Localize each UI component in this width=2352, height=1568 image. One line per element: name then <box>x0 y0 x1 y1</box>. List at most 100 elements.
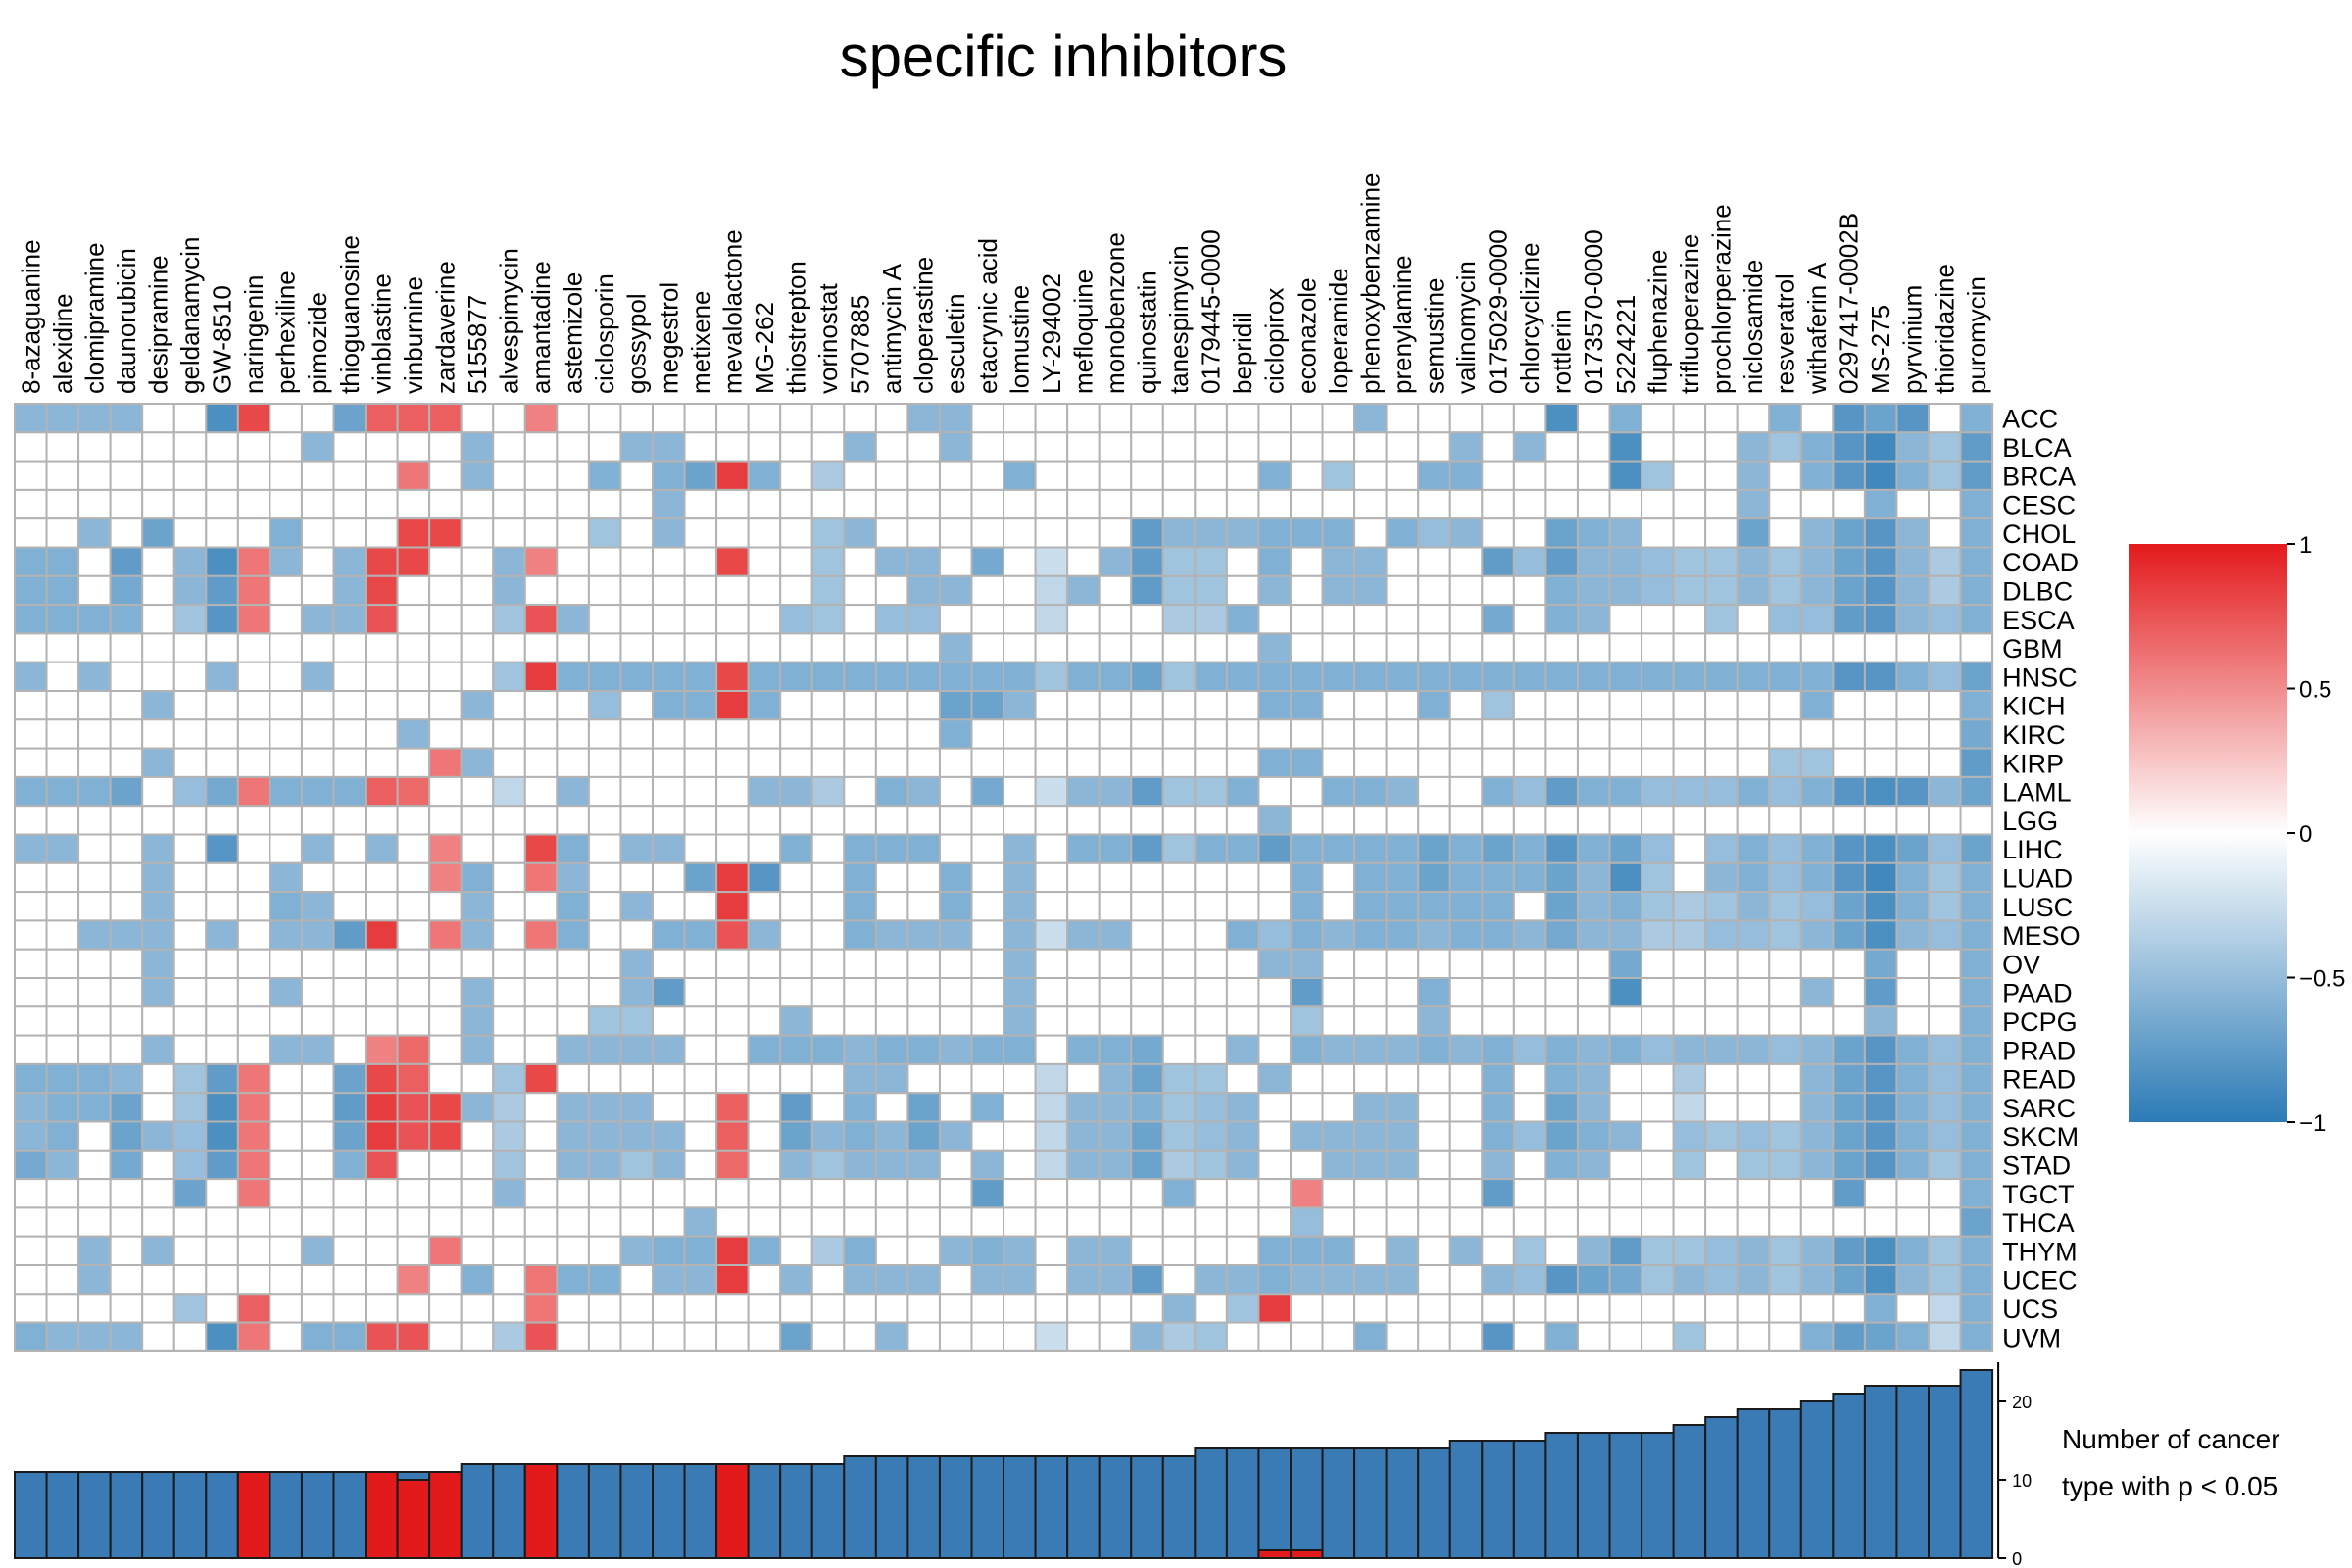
heatmap-cell <box>938 775 973 808</box>
heatmap-cell <box>1704 488 1739 520</box>
heatmap-cell <box>365 1321 399 1352</box>
heatmap-cell <box>1704 1092 1739 1123</box>
heatmap-cell <box>1290 775 1324 808</box>
heatmap-cell <box>906 546 941 577</box>
heatmap-cell <box>1194 517 1228 549</box>
heatmap-cell <box>1799 1092 1835 1123</box>
heatmap-cell <box>1832 1092 1866 1123</box>
heatmap-cell <box>938 1293 973 1324</box>
heatmap-cell <box>619 891 655 922</box>
heatmap-cell <box>332 948 368 980</box>
heatmap-cell <box>1959 1178 1994 1209</box>
heatmap-cell <box>109 718 144 750</box>
heatmap-cell <box>1704 919 1739 951</box>
heatmap-cell <box>1130 919 1164 951</box>
heatmap-cell <box>1353 1034 1388 1065</box>
cancer-label: MESO <box>2002 921 2081 951</box>
heatmap-cell <box>1257 1005 1292 1037</box>
heatmap-cell <box>652 1092 686 1123</box>
heatmap-cell <box>1321 1092 1356 1123</box>
heatmap-cell <box>1512 661 1547 693</box>
heatmap-cell <box>300 1321 335 1352</box>
heatmap-cell <box>970 1062 1005 1095</box>
heatmap-cell <box>77 661 112 693</box>
heatmap-cell <box>77 833 112 864</box>
heatmap-cell <box>492 1321 526 1352</box>
heatmap-cell <box>1672 948 1707 980</box>
heatmap-cell <box>45 431 80 463</box>
heatmap-cell <box>938 690 973 721</box>
heatmap-cell <box>1066 1293 1101 1324</box>
heatmap-cell <box>365 1092 399 1123</box>
heatmap-cell <box>970 1206 1005 1238</box>
heatmap-cell <box>14 805 48 836</box>
heatmap-cell <box>492 1149 526 1181</box>
heatmap-cell <box>556 805 590 836</box>
heatmap-cell <box>810 977 846 1008</box>
heatmap-cell <box>1034 718 1069 750</box>
heatmap-cell <box>1066 861 1101 894</box>
heatmap-cell <box>1959 747 1994 778</box>
heatmap-cell <box>1672 1120 1707 1152</box>
heatmap-cell <box>1417 805 1451 836</box>
heatmap-cell <box>1641 1293 1675 1324</box>
heatmap-cell <box>1321 1034 1356 1065</box>
heatmap-cell <box>428 718 463 750</box>
heatmap-cell <box>874 948 909 980</box>
count-bar <box>269 1471 303 1559</box>
heatmap-cell <box>300 805 335 836</box>
chart-title: specific inhibitors <box>840 24 1288 89</box>
heatmap-cell <box>1003 1293 1037 1324</box>
heatmap-cell <box>1194 1321 1228 1352</box>
heatmap-cell <box>1736 1062 1771 1095</box>
heatmap-cell <box>45 891 80 922</box>
counts-label-line2: type with p < 0.05 <box>2062 1471 2278 1501</box>
heatmap-cell <box>1353 431 1388 463</box>
heatmap-cell <box>1512 517 1547 549</box>
heatmap-cell <box>1353 1149 1388 1181</box>
heatmap-cell <box>523 1321 559 1352</box>
heatmap-cell <box>396 1005 431 1037</box>
heatmap-cell <box>109 632 144 663</box>
heatmap-cell <box>205 1178 239 1209</box>
heatmap-cell <box>906 1120 941 1152</box>
heatmap-cell <box>1928 517 1962 549</box>
heatmap-cell <box>109 1092 144 1123</box>
heatmap-cell <box>1736 718 1771 750</box>
heatmap-cell <box>1608 1293 1643 1324</box>
heatmap-cell <box>1290 891 1324 922</box>
heatmap-cell <box>619 574 655 607</box>
heatmap-cell <box>332 833 368 864</box>
heatmap-cell <box>683 977 718 1008</box>
heatmap-cell <box>1544 1005 1579 1037</box>
heatmap-cell <box>970 833 1005 864</box>
cancer-label: LUAD <box>2002 863 2073 893</box>
heatmap-cell <box>365 1293 399 1324</box>
heatmap-cell <box>874 517 909 549</box>
heatmap-cell <box>141 661 175 693</box>
heatmap-cell <box>1736 1092 1771 1123</box>
cancer-label: PRAD <box>2002 1036 2076 1065</box>
heatmap-cell <box>236 690 271 721</box>
heatmap-cell <box>1544 546 1579 577</box>
heatmap-cell <box>523 574 559 607</box>
heatmap-cell <box>1641 488 1675 520</box>
heatmap-cell <box>1481 1149 1515 1181</box>
heatmap-cell <box>1385 1034 1420 1065</box>
heatmap-cell <box>1641 833 1675 864</box>
cancer-label: BLCA <box>2002 433 2072 463</box>
heatmap-cell <box>587 661 622 693</box>
heatmap-cell <box>1576 488 1611 520</box>
heatmap-cell <box>1161 690 1197 721</box>
heatmap-cell <box>1321 1235 1356 1266</box>
heatmap-cell <box>300 431 335 463</box>
heatmap-cell <box>1608 1321 1643 1352</box>
heatmap-cell <box>300 1206 335 1238</box>
heatmap-cell <box>1385 977 1420 1008</box>
heatmap-cell <box>652 690 686 721</box>
heatmap-cell <box>1130 1034 1164 1065</box>
heatmap-cell <box>332 891 368 922</box>
heatmap-cell <box>1512 1206 1547 1238</box>
heatmap-cell <box>492 1264 526 1296</box>
heatmap-cell <box>938 805 973 836</box>
